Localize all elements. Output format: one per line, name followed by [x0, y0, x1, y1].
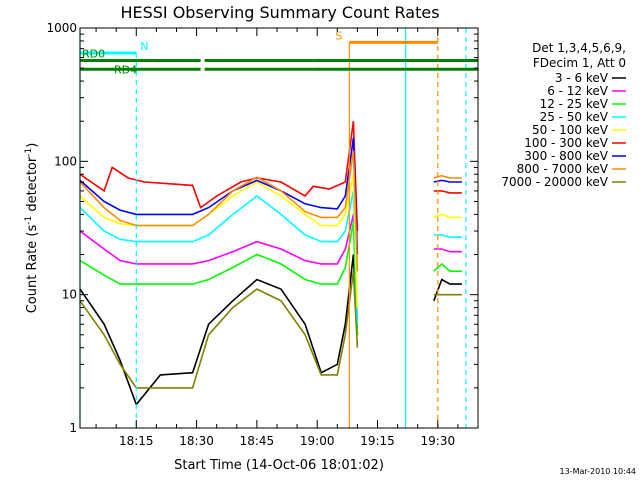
flag-label-3: RD4 [114, 63, 137, 76]
plot-area: N S RD0 RD4 [79, 28, 478, 428]
y-axis-title-sup1: -1 [24, 216, 34, 225]
x-tick-label-2: 18:45 [240, 434, 275, 448]
legend-header-1: FDecim 1, Att 0 [533, 56, 626, 70]
x-axis-title: Start Time (14-Oct-06 18:01:02) [174, 458, 384, 473]
flag-label-0: N [140, 40, 148, 53]
footer-timestamp: 13-Mar-2010 10:44 [560, 467, 637, 476]
chart-title: HESSI Observing Summary Count Rates [120, 3, 439, 22]
y-axis-title-part3: ) [25, 143, 40, 148]
series-line-7 [79, 150, 359, 272]
series-line-0 [79, 254, 359, 407]
legend-label-4: 50 - 100 keV [532, 123, 609, 137]
legend-label-6: 300 - 800 keV [524, 149, 608, 163]
y-axis-title: Count Rate (s-1 detector-1) [24, 143, 40, 314]
series-line-2 [79, 221, 359, 335]
legend-label-0: 3 - 6 keV [555, 71, 609, 85]
series-line-8 [79, 271, 359, 389]
legend-label-7: 800 - 7000 keV [517, 162, 609, 176]
series-line-4-late [433, 213, 462, 219]
y-tick-label-3: 1000 [46, 21, 77, 35]
x-tick-label-3: 19:00 [300, 434, 335, 448]
legend-label-8: 7000 - 20000 keV [501, 175, 608, 189]
series-line-4 [79, 174, 359, 308]
flag-label-1: S [335, 29, 342, 42]
series-line-2-late [433, 262, 462, 272]
axes: 1 10 100 1000 18:15 18:30 18:45 19:00 19:15 19:30 [46, 21, 479, 448]
legend-header-0: Det 1,3,4,5,6,9, [532, 41, 626, 55]
legend: Det 1,3,4,5,6,9,FDecim 1, Att 03 - 6 keV… [501, 41, 626, 189]
series-line-1-late [433, 248, 462, 253]
series-line-3 [79, 190, 359, 325]
y-tick-label-0: 1 [69, 421, 77, 435]
plot-frame [79, 27, 479, 429]
y-tick-label-2: 100 [54, 154, 77, 168]
series-line-1 [79, 214, 359, 325]
x-tick-label-0: 18:15 [119, 434, 154, 448]
y-tick-label-1: 10 [62, 288, 77, 302]
series-line-5 [79, 121, 359, 232]
x-tick-label-5: 19:30 [421, 434, 456, 448]
y-axis-title-sup2: -1 [24, 148, 34, 157]
series-line-6 [79, 137, 359, 255]
y-axis-title-part2: detector [25, 156, 40, 216]
legend-label-2: 12 - 25 keV [540, 97, 609, 111]
y-axis-title-part1: Count Rate (s [25, 225, 40, 314]
x-tick-label-4: 19:15 [360, 434, 395, 448]
legend-label-5: 100 - 300 keV [524, 136, 608, 150]
legend-label-3: 25 - 50 keV [540, 110, 609, 124]
flag-label-2: RD0 [82, 48, 105, 61]
x-tick-label-1: 18:30 [179, 434, 214, 448]
legend-label-1: 6 - 12 keV [547, 84, 609, 98]
